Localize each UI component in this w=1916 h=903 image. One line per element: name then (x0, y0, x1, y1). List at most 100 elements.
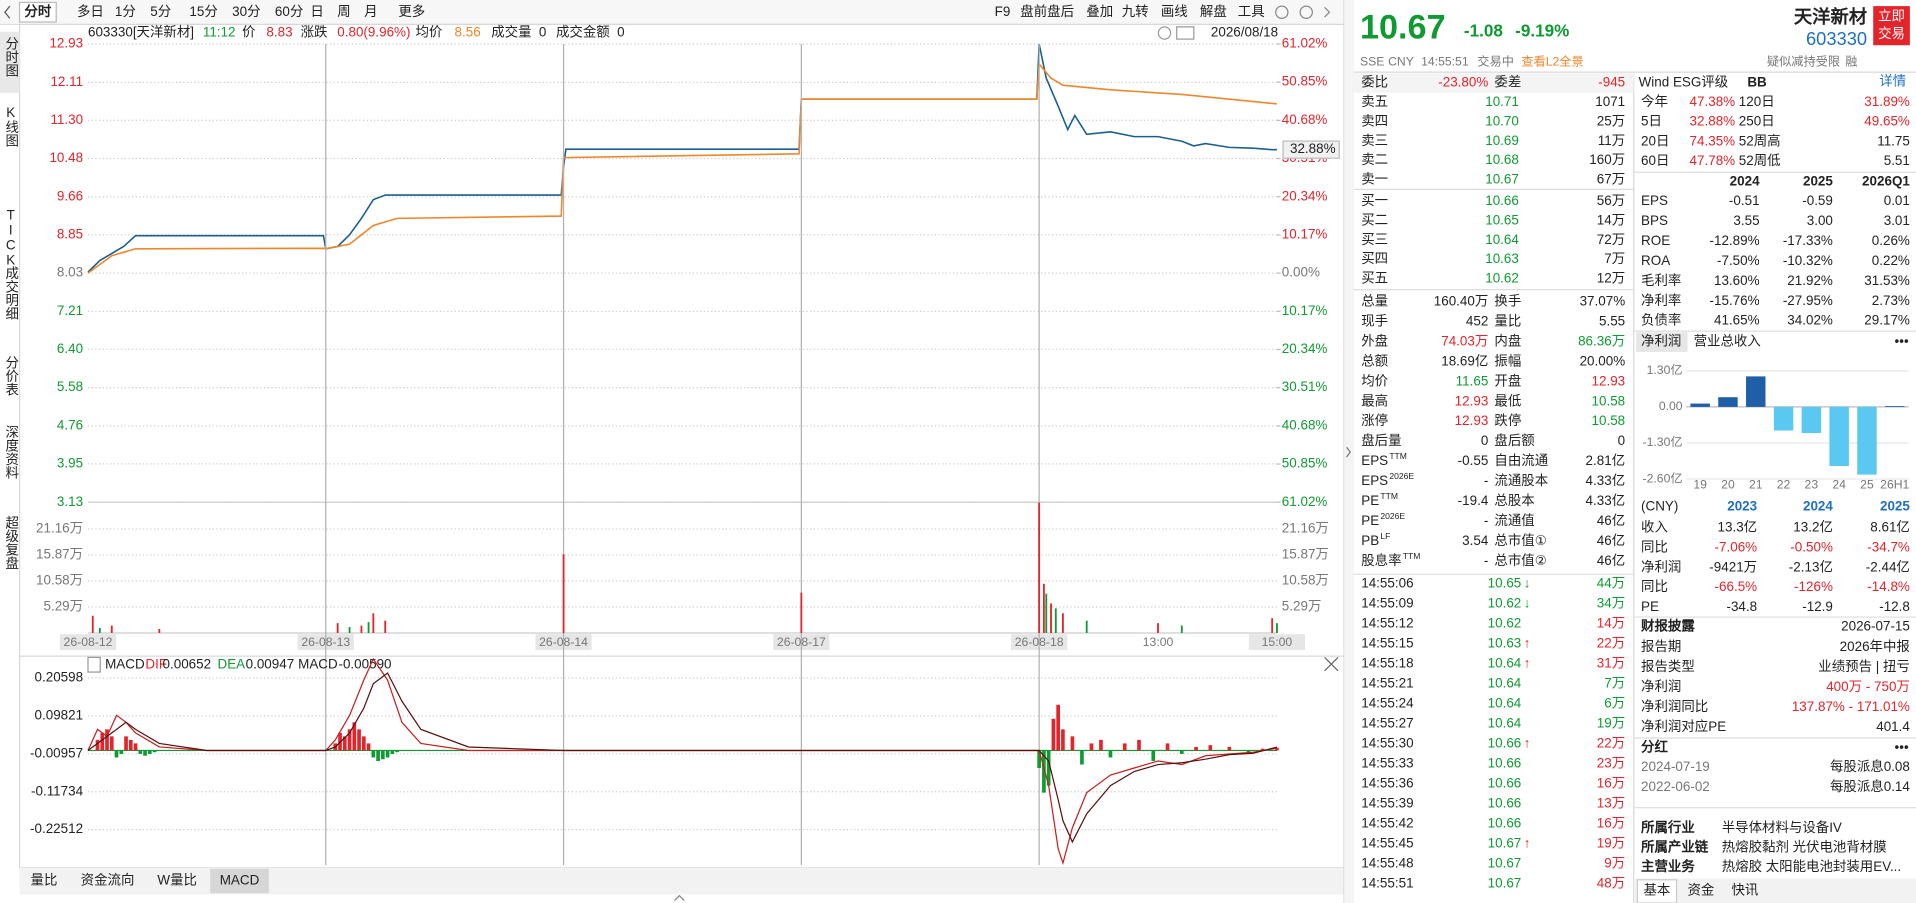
collapse-icon[interactable] (1346, 446, 1352, 458)
icon[interactable] (1157, 26, 1172, 40)
period-tab[interactable]: 60分 (275, 4, 303, 19)
volume-bar (1038, 502, 1041, 633)
company-value: 半导体材料与设备IV (1722, 819, 1842, 835)
trade-button[interactable] (1873, 6, 1910, 46)
period-tab[interactable]: 30分 (232, 4, 260, 19)
stock-name: 天洋新材 (1794, 6, 1867, 27)
income-label: 同比 (1641, 539, 1668, 554)
return-label: 60日 (1641, 153, 1669, 168)
company-label: 主营业务 (1641, 858, 1695, 874)
y-tick-label: 15.87万 (36, 546, 83, 561)
tool-button[interactable]: 画线 (1161, 4, 1188, 19)
trade-time: 14:55:45 (1361, 835, 1413, 850)
period-tab[interactable]: 日 (310, 4, 323, 19)
income-value: 13.2亿 (1793, 519, 1833, 534)
period-tab[interactable]: 周 (337, 4, 350, 19)
side-tab[interactable]: 成交明细 (3, 266, 19, 320)
info-tab[interactable]: 资金 (1687, 882, 1714, 897)
stat-label: PE (1361, 493, 1379, 508)
y-tick-label: 3.13 (57, 494, 83, 509)
period-tab[interactable]: 1分 (115, 4, 136, 19)
income-header: 2023 (1727, 499, 1757, 514)
indicator-tab[interactable]: 资金流向 (81, 873, 135, 888)
fin-label: BPS (1641, 213, 1668, 228)
y2-tick-label: 20.34% (1282, 188, 1328, 203)
side-tab[interactable]: 深度资料 (3, 425, 19, 479)
icon[interactable] (1176, 26, 1195, 40)
chart-tab[interactable]: 营业总收入 (1694, 334, 1761, 349)
period-tab[interactable]: 15分 (189, 4, 217, 19)
l2-link[interactable]: 查看L2全景 (1521, 54, 1583, 69)
tool-button[interactable]: 解盘 (1200, 3, 1227, 19)
side-tab[interactable]: K线图 (3, 105, 19, 147)
settings-icon[interactable] (1275, 5, 1289, 19)
y-tick-label: 0.20598 (35, 670, 84, 685)
side-tab[interactable]: 分时图 (3, 36, 19, 77)
expand-icon[interactable] (674, 894, 685, 901)
more-button[interactable]: ••• (1895, 334, 1909, 349)
fin-label: 负债率 (1641, 312, 1681, 328)
close-icon[interactable] (1324, 656, 1339, 672)
volume-bar (372, 613, 375, 633)
y2-tick-label: 10.17% (1282, 226, 1328, 241)
indicator-tab[interactable]: 量比 (31, 873, 58, 888)
report-label: 净利润同比 (1641, 699, 1708, 714)
stat-value: - (1484, 473, 1488, 488)
indicator-tab[interactable]: W量比 (157, 873, 197, 888)
period-tab[interactable]: 分时 (24, 3, 51, 19)
esg-rating: BB (1747, 75, 1767, 90)
y-tick-label: -2.60亿 (1643, 470, 1683, 485)
macd-bar (1227, 746, 1232, 751)
trade-button-label[interactable]: 交易 (1878, 25, 1905, 41)
side-tab[interactable]: 超级复盘 (3, 515, 19, 569)
macd-bar (109, 736, 114, 751)
info-avg: 8.56 (455, 25, 481, 40)
chart-tab[interactable]: 净利润 (1641, 334, 1681, 349)
period-tab[interactable]: 月 (364, 4, 377, 19)
macd-bar (143, 750, 147, 756)
info-change: 0.80(9.96%) (337, 25, 410, 40)
x-tick-label: 24 (1832, 477, 1846, 491)
level-price: 10.70 (1485, 113, 1519, 128)
back-icon[interactable] (4, 5, 11, 19)
level-price: 10.65 (1485, 212, 1519, 227)
y2-tick-label: 15.87万 (1282, 546, 1329, 561)
esg-link[interactable]: 详情 (1879, 73, 1906, 88)
fin-value: -0.59 (1802, 193, 1833, 208)
help-icon[interactable] (87, 656, 101, 673)
dividend-value: 每股派息0.14 (1830, 778, 1910, 794)
tool-button[interactable]: 盘前盘后 (1020, 3, 1074, 19)
macd-bar (1037, 750, 1041, 769)
tool-button[interactable]: 九转 (1122, 4, 1149, 19)
tool-button[interactable]: 工具 (1238, 4, 1265, 19)
help-icon[interactable] (1299, 5, 1313, 19)
level-volume: 14万 (1597, 212, 1625, 227)
period-tab[interactable]: 多日 (77, 3, 104, 19)
side-tab[interactable]: 分价表 (3, 355, 19, 396)
volume-bar (1157, 623, 1159, 633)
trade-volume: 6万 (1604, 695, 1625, 710)
stat-label: PE (1361, 513, 1379, 528)
trade-button-label[interactable]: 立即 (1878, 9, 1905, 24)
more-icon[interactable] (1324, 6, 1331, 18)
period-tab[interactable]: 5分 (150, 4, 171, 19)
stat-label: 振幅 (1494, 353, 1521, 368)
tool-button[interactable]: F9 (995, 4, 1011, 19)
level-volume: 1071 (1595, 94, 1625, 109)
period-tab[interactable]: 更多 (398, 3, 425, 19)
company-value: 热熔胶 太阳能电池封装用EV... (1722, 858, 1901, 874)
side-tab[interactable]: TICK (3, 208, 18, 268)
y-tick-label: 12.11 (50, 74, 83, 89)
indicator-tab[interactable]: MACD (220, 873, 260, 888)
volume-bar (360, 625, 363, 633)
company-label: 所属产业链 (1641, 839, 1709, 855)
tool-button[interactable]: 叠加 (1086, 4, 1113, 19)
toolbar-bg (0, 0, 1345, 25)
fin-value: -17.33% (1783, 233, 1833, 248)
info-tab[interactable]: 快讯 (1731, 882, 1758, 897)
info-tab[interactable]: 基本 (1643, 881, 1670, 897)
trade-direction: ↑ (1524, 835, 1531, 850)
more-button[interactable]: ••• (1895, 739, 1909, 754)
info-code: 603330[天洋新材] (88, 25, 194, 40)
stat-label: 量比 (1494, 313, 1521, 328)
